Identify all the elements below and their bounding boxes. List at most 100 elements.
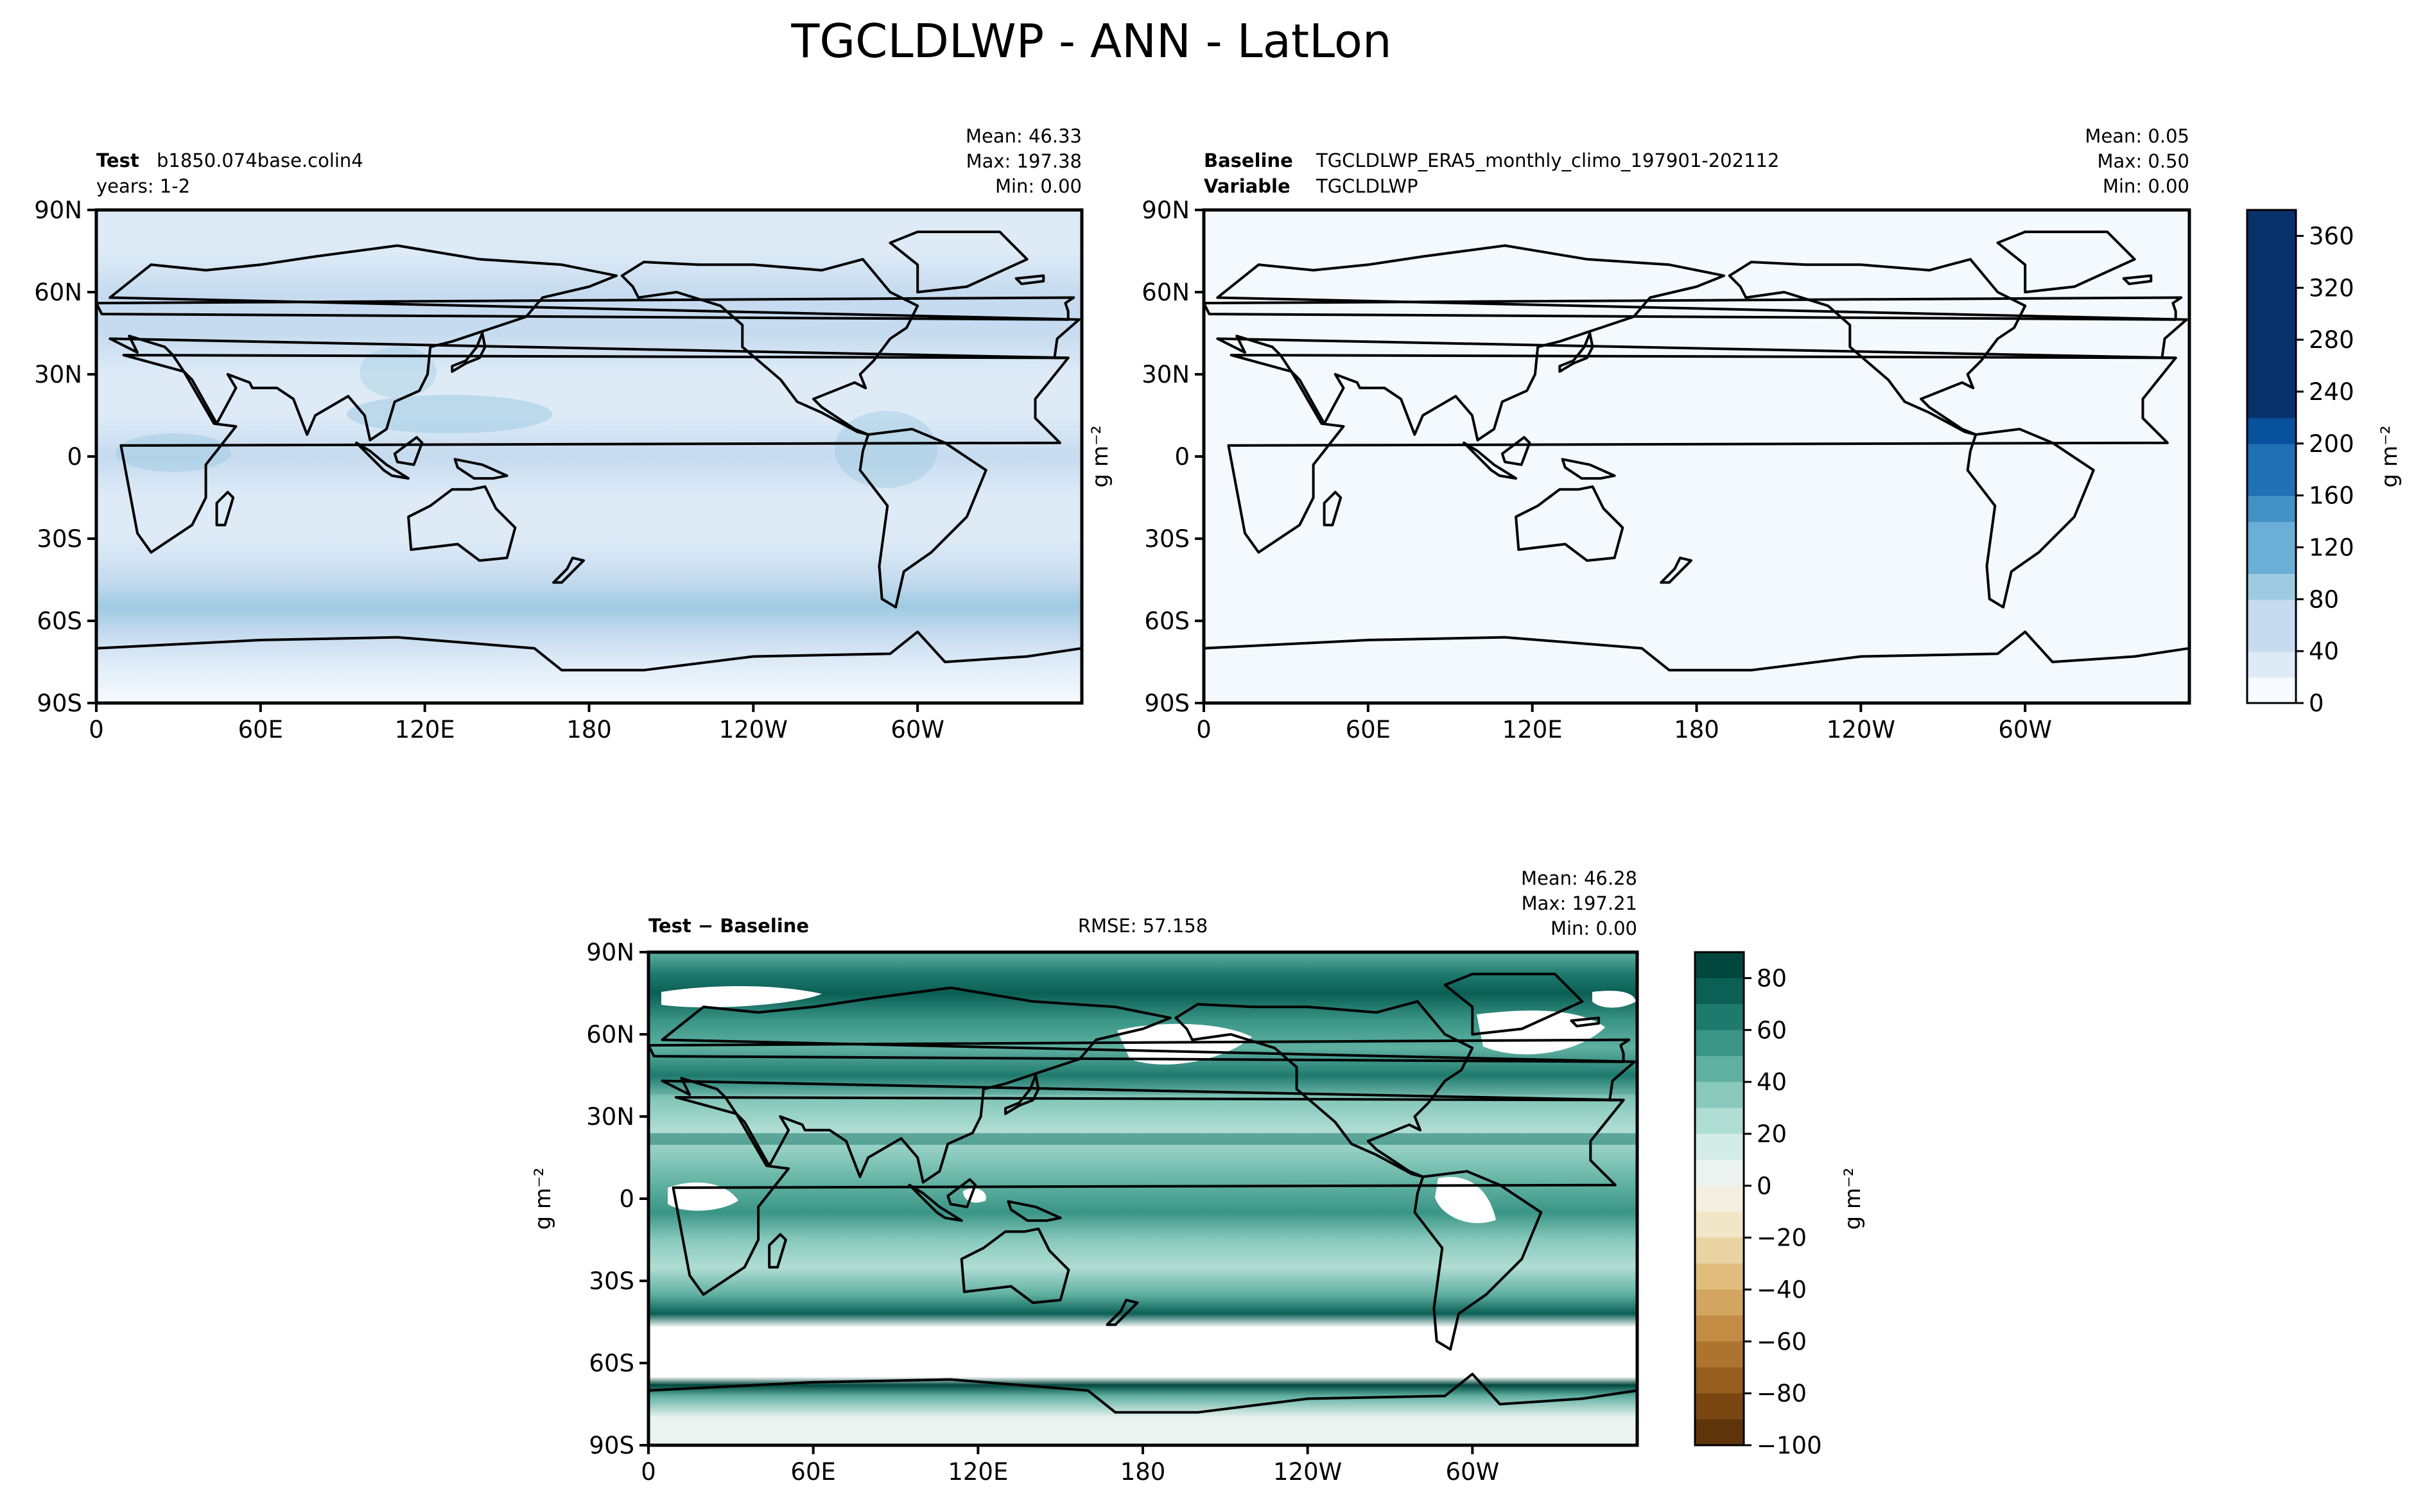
colorbar-level [1695, 978, 1744, 1005]
coastline [1203, 296, 2183, 321]
coastline [647, 1038, 1631, 1063]
test-label-line2: years: 1-2 [96, 175, 190, 197]
y-tick-label: 30N [34, 361, 82, 388]
x-tick-label: 0 [1196, 716, 1212, 743]
top-colorbar-units: g m⁻² [2377, 425, 2403, 487]
test-label-bold: Test [96, 150, 139, 171]
colorbar-level [1695, 1004, 1744, 1031]
colorbar-tick-label: 40 [1757, 1068, 1787, 1096]
coastline [552, 556, 585, 584]
coastline [1227, 354, 2177, 554]
difference-colorbar: 80 60 40 20 0 −20 −40 −60 −80 −100 [1694, 951, 1822, 1459]
y-tick-label: 90S [1144, 690, 1190, 717]
colorbar-level [1695, 1030, 1744, 1057]
coastline [1966, 428, 2095, 609]
colorbar-level [1695, 1185, 1744, 1213]
test-coastlines [95, 230, 1083, 704]
y-tick-label: 0 [619, 1185, 634, 1213]
coastline [1500, 436, 1531, 466]
colorbar-tick-label: −40 [1757, 1276, 1807, 1303]
colorbar-tick-label: −100 [1757, 1432, 1822, 1459]
colorbar-level [1695, 952, 1744, 979]
coastline [1174, 1000, 1474, 1178]
coastline [1660, 556, 1692, 584]
top-colorbar: 0 40 80 120 160 200 240 280 320 360 [2246, 209, 2354, 717]
coastline [661, 986, 1636, 1184]
y-tick-label: 0 [67, 443, 82, 471]
coastline [1463, 441, 1518, 480]
x-tick-label: 120W [719, 716, 788, 743]
coastline [1106, 1298, 1139, 1326]
colorbar-tick-label: 60 [1757, 1016, 1787, 1044]
difference-colorbar-units: g m⁻² [1840, 1167, 1866, 1230]
difference-label-bold: Test − Baseline [648, 915, 809, 937]
baseline-label-bold: Baseline [1204, 150, 1293, 171]
colorbar-tick-label: 160 [2309, 482, 2354, 510]
coastline [960, 1227, 1070, 1305]
colorbar-level [1695, 1108, 1744, 1134]
colorbar-level [1695, 1082, 1744, 1109]
baseline-panel: 0 60E 120E 180 120W 60W 90N 60N 30N 0 30S 60S 90S Ba… [1088, 125, 2191, 743]
x-tick-label: 120E [948, 1458, 1008, 1486]
coastline [393, 436, 424, 466]
colorbar-level [1695, 1264, 1744, 1290]
colorbar-level [1695, 1160, 1744, 1186]
colorbar-tick-label: −80 [1757, 1380, 1807, 1407]
x-tick-label: 60W [891, 716, 944, 743]
coastline [1323, 491, 1343, 526]
colorbar-level [1695, 1237, 1744, 1265]
colorbar-tick-label: −60 [1757, 1328, 1807, 1355]
y-tick-label: 90S [589, 1432, 634, 1459]
colorbar-tick-label: 320 [2309, 274, 2354, 302]
y-tick-label: 60N [586, 1021, 634, 1048]
colorbar-level [1695, 1212, 1744, 1238]
colorbar-level [2247, 417, 2296, 444]
coastline [1014, 274, 1045, 286]
y-tick-label: 60S [37, 607, 82, 635]
coastline [946, 1178, 977, 1208]
y-tick-label: 90S [37, 690, 82, 717]
colorbar-level [2247, 210, 2296, 237]
x-tick-label: 0 [641, 1458, 656, 1486]
test-stat-mean: Mean: 46.33 [966, 125, 1082, 147]
coastline [1515, 485, 1624, 562]
colorbar-tick-label: 360 [2309, 222, 2354, 250]
y-tick-label: 60N [34, 279, 82, 306]
baseline-stat-min: Min: 0.00 [2103, 175, 2189, 197]
y-tick-label: 90N [1142, 196, 1190, 224]
x-tick-label: 0 [89, 716, 104, 743]
colorbar-tick-label: 80 [1757, 964, 1787, 992]
coastline [908, 1183, 963, 1222]
x-tick-label: 180 [566, 716, 612, 743]
colorbar-tick-label: 20 [1757, 1120, 1787, 1148]
coastline [453, 458, 508, 480]
baseline-ticks: 0 60E 120E 180 120W 60W 90N 60N 30N 0 30S 60S 90S [1142, 196, 2052, 743]
colorbar-level [2247, 573, 2296, 600]
y-tick-label: 60N [1142, 279, 1190, 306]
colorbar-tick-label: 0 [1757, 1172, 1772, 1200]
coastline [451, 332, 487, 373]
colorbar-level [2247, 443, 2296, 471]
x-tick-label: 60W [1998, 716, 2052, 743]
colorbar-tick-label: 80 [2309, 586, 2339, 613]
difference-panel: 0 60E 120E 180 120W 60W 90N 60N 30N 0 30S 60S 90S Te… [530, 867, 1639, 1486]
colorbar-level [2247, 677, 2296, 704]
baseline-units-left: g m⁻² [1088, 425, 1113, 487]
y-tick-label: 60S [1144, 607, 1190, 635]
colorbar-tick-label: −20 [1757, 1224, 1807, 1252]
colorbar-level [1695, 1341, 1744, 1368]
colorbar-level [2247, 599, 2296, 626]
coastline [355, 441, 410, 480]
test-ticks: 0 60E 120E 180 120W 60W 90N 60N 30N 0 30S 60S 90S [34, 196, 944, 743]
colorbar-level [2247, 521, 2296, 548]
colorbar-level [2247, 261, 2296, 289]
colorbar-level [1695, 1315, 1744, 1343]
baseline-stat-mean: Mean: 0.05 [2085, 125, 2189, 147]
coastline [672, 1096, 1625, 1296]
coastline [768, 1233, 787, 1269]
coastline [407, 485, 517, 562]
y-tick-label: 30S [1144, 525, 1190, 553]
colorbar-level [1695, 1419, 1744, 1446]
figure-title: TGCLDLWP - ANN - LatLon [791, 14, 1392, 68]
